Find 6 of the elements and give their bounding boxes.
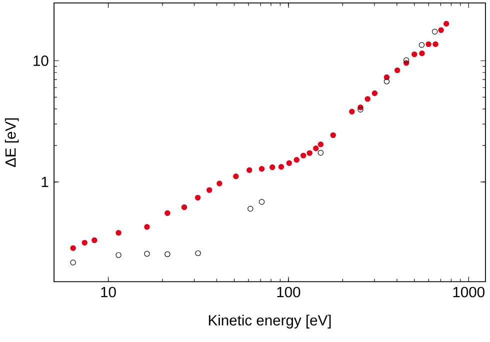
x-tick-label: 10 xyxy=(101,286,116,298)
x-tick-label: 100 xyxy=(277,286,300,298)
x-axis-title: Kinetic energy [eV] xyxy=(208,314,331,329)
y-axis-title: ΔE [eV] xyxy=(4,118,19,168)
x-tick-label: 1000 xyxy=(453,286,484,298)
y-tick-label: 1 xyxy=(42,176,48,188)
